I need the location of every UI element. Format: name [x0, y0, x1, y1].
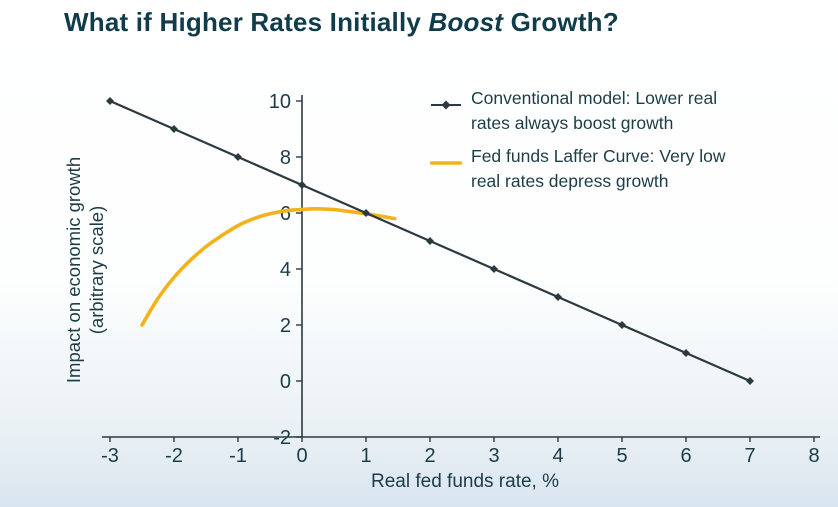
legend-item-conventional: Conventional model: Lower real rates alw… — [430, 86, 726, 136]
y-tick-label: 2 — [280, 315, 291, 337]
x-tick-label: -1 — [229, 445, 247, 467]
x-axis-label: Real fed funds rate, % — [371, 471, 559, 492]
chart-legend: Conventional model: Lower real rates alw… — [429, 86, 726, 202]
x-tick-label: 8 — [808, 445, 819, 467]
y-tick-label: 4 — [280, 259, 291, 281]
diamond-marker-icon — [746, 377, 754, 385]
diamond-marker-icon — [554, 293, 562, 301]
legend-label-conventional: Conventional model: Lower real rates alw… — [471, 86, 717, 136]
legend-item-laffer: Fed funds Laffer Curve: Very low real ra… — [429, 144, 726, 194]
y-tick-label: -2 — [273, 427, 291, 449]
diamond-marker-icon — [362, 209, 370, 217]
x-tick-label: -2 — [165, 445, 183, 467]
x-tick-label: 7 — [744, 445, 755, 467]
line-diamond-marker-icon — [430, 93, 462, 118]
legend-label-conventional-line2: rates always boost growth — [471, 113, 674, 133]
legend-label-laffer: Fed funds Laffer Curve: Very low real ra… — [471, 144, 726, 194]
x-tick-label: 5 — [616, 445, 627, 467]
diamond-marker-icon — [426, 237, 434, 245]
laffer-curve-line — [140, 207, 397, 327]
y-axis-label: Impact on economic growth (arbitrary sca… — [62, 70, 114, 470]
y-tick-label: 8 — [280, 147, 291, 169]
x-tick-label: 3 — [488, 445, 499, 467]
diamond-marker-icon — [490, 265, 498, 273]
diamond-marker-icon — [618, 321, 626, 329]
legend-label-laffer-line2: real rates depress growth — [471, 171, 669, 191]
y-axis-label-line1: Impact on economic growth — [63, 156, 84, 384]
diamond-marker-icon — [170, 125, 178, 133]
legend-label-laffer-line1: Fed funds Laffer Curve: Very low — [471, 146, 726, 166]
diamond-marker-icon — [682, 349, 690, 357]
title-suffix: Growth? — [503, 7, 619, 37]
x-tick-label: 0 — [296, 445, 307, 467]
diamond-marker-icon — [298, 181, 306, 189]
diamond-marker-icon — [106, 97, 114, 105]
diamond-marker-icon — [234, 153, 242, 161]
title-prefix: What if Higher Rates Initially — [64, 7, 429, 37]
y-tick-label: 10 — [269, 91, 291, 113]
x-tick-label: -3 — [101, 445, 119, 467]
x-tick-label: 4 — [552, 445, 563, 467]
y-tick-label: 0 — [280, 371, 291, 393]
y-tick-label: 6 — [280, 203, 291, 225]
y-axis-label-line2: (arbitrary scale) — [86, 205, 107, 335]
line-marker-icon — [429, 151, 463, 176]
x-tick-label: 6 — [680, 445, 691, 467]
x-tick-label: 1 — [360, 445, 371, 467]
page-title: What if Higher Rates Initially Boost Gro… — [64, 7, 619, 38]
title-emphasis: Boost — [428, 7, 504, 37]
x-tick-label: 2 — [424, 445, 435, 467]
legend-label-conventional-line1: Conventional model: Lower real — [471, 88, 718, 108]
